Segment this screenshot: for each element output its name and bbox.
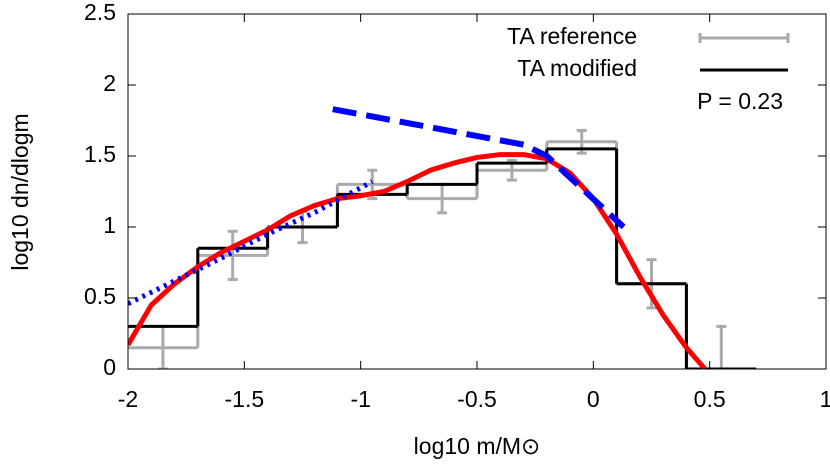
y-tick-label: 1.5 xyxy=(84,141,116,167)
plot-area xyxy=(128,106,757,369)
legend-label: TA modified xyxy=(517,55,637,81)
y-tick-label: 0.5 xyxy=(84,283,116,309)
x-tick-label: 0.5 xyxy=(694,386,726,412)
legend-entry: TA reference xyxy=(507,23,790,49)
x-tick-label: 1 xyxy=(820,386,830,412)
x-tick-label: -0.5 xyxy=(457,386,497,412)
y-tick-label: 1 xyxy=(103,212,116,238)
x-tick-label: 0 xyxy=(587,386,600,412)
y-axis-label: log10 dn/dlogm xyxy=(7,113,33,270)
error-bar xyxy=(227,229,238,282)
error-bar xyxy=(716,324,727,369)
legend-label: TA reference xyxy=(507,23,637,49)
x-axis-label: log10 m/M⊙ xyxy=(414,433,541,459)
legend-entry: TA modified xyxy=(517,55,788,81)
x-tick-label: -1.5 xyxy=(225,386,265,412)
x-tick-label: -2 xyxy=(118,386,138,412)
annotation: P = 0.23 xyxy=(697,88,783,114)
x-tick-label: -1 xyxy=(350,386,370,412)
curve xyxy=(128,179,374,306)
y-tick-label: 0 xyxy=(103,354,116,380)
curve xyxy=(128,152,707,369)
curve xyxy=(332,106,626,230)
y-tick-label: 2.5 xyxy=(84,0,116,25)
y-tick-label: 2 xyxy=(103,70,116,96)
